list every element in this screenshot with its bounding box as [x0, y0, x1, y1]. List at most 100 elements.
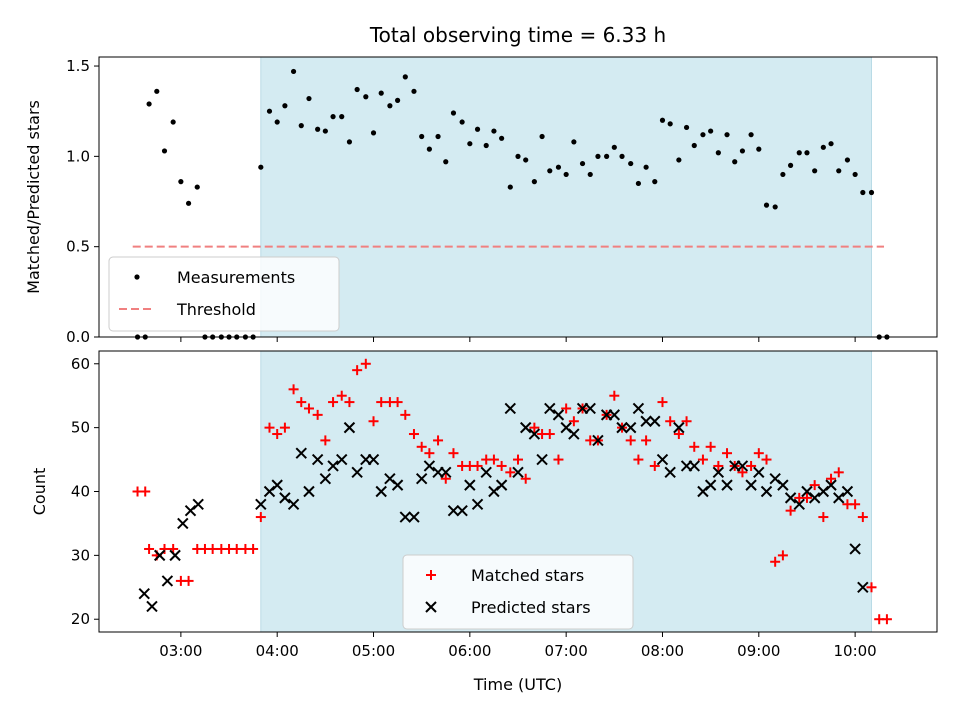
measurement-point [804, 150, 810, 156]
measurement-point [474, 126, 481, 132]
measurement-point [604, 153, 610, 159]
matched-star-point [681, 416, 692, 427]
bottom-y-ticks: 20 30 40 50 60 [71, 355, 99, 628]
predicted-star-point [327, 460, 339, 472]
predicted-star-point [673, 421, 685, 434]
predicted-star-point [640, 415, 652, 427]
matched-star-point [705, 441, 716, 452]
measurement-point [370, 130, 377, 136]
measurement-point [178, 179, 184, 185]
matched-star-point [144, 543, 155, 554]
measurement-point [282, 103, 288, 109]
predicted-star-point [271, 479, 283, 491]
predicted-star-point [311, 453, 324, 466]
predicted-star-point [464, 479, 476, 491]
measurement-point [378, 90, 384, 96]
measurement-point [787, 162, 794, 168]
matched-star-point [231, 543, 242, 554]
predicted-star-point [536, 453, 548, 466]
matched-star-point [433, 435, 444, 446]
matched-star-point [448, 448, 459, 459]
measurement-point [563, 171, 569, 178]
measurement-point [860, 189, 866, 196]
matched-star-point [288, 384, 299, 395]
predicted-star-point [664, 466, 676, 479]
legend-box [402, 554, 634, 630]
predicted-star-point [336, 453, 348, 466]
matched-star-point [352, 365, 363, 376]
matched-star-point [761, 454, 772, 465]
measurement-point [820, 144, 826, 150]
predicted-star-point [760, 485, 773, 498]
predicted-star-point [721, 479, 733, 491]
matched-star-point [408, 429, 419, 440]
measurement-point [595, 153, 601, 159]
matched-star-point [140, 486, 151, 497]
measurement-point [796, 150, 802, 156]
measurement-point [483, 142, 489, 149]
x-tick-label: 10:00 [834, 642, 877, 660]
measurement-point [426, 146, 432, 152]
bottom-y-axis-label: Count [30, 468, 49, 516]
matched-star-point [320, 435, 331, 446]
matched-star-point [529, 422, 540, 433]
bottom-panel: 20 30 40 50 60 03:00 04:00 05:00 06:00 07:00 08:0… [30, 350, 938, 694]
matched-star-point [544, 429, 555, 440]
predicted-star-point [153, 549, 166, 562]
predicted-star-point [552, 409, 565, 421]
bottom-legend: Matched stars Predicted stars [402, 554, 634, 630]
legend-label: Matched stars [471, 566, 584, 585]
matched-star-point [609, 390, 620, 401]
predicted-star-point [504, 402, 517, 415]
matched-star-point [633, 454, 644, 465]
matched-star-point [833, 467, 844, 478]
measurement-point [836, 168, 842, 174]
predicted-star-point [632, 402, 645, 415]
predicted-star-point [495, 479, 508, 491]
matched-star-point [264, 422, 275, 433]
measurement-point [515, 153, 521, 159]
matched-star-point [689, 441, 700, 452]
measurement-point [844, 157, 851, 163]
matched-star-point [328, 397, 339, 408]
legend-marker [134, 274, 140, 280]
matched-star-point [713, 460, 724, 471]
legend-label: Measurements [177, 268, 295, 287]
predicted-star-point [408, 511, 420, 523]
measurement-point [411, 88, 417, 94]
predicted-star-point [656, 453, 669, 466]
top-x-ticks [180, 337, 856, 342]
predicted-star-point [351, 466, 363, 479]
measurement-point [676, 157, 682, 163]
measurement-point [298, 123, 304, 129]
matched-star-point [424, 448, 435, 459]
measurement-point [339, 114, 345, 120]
predicted-star-point [375, 485, 387, 498]
predicted-star-point [367, 453, 380, 466]
measurement-point [306, 95, 312, 102]
measurement-point [170, 119, 176, 125]
bottom-x-ticks: 03:00 04:00 05:00 06:00 07:00 08:00 09:00 10:00 [159, 632, 877, 660]
measurement-point [346, 139, 353, 145]
predicted-star-point [255, 498, 267, 510]
matched-star-point [753, 448, 764, 459]
measurement-point [459, 119, 465, 125]
matched-star-point [303, 403, 314, 414]
matched-star-point [818, 512, 829, 523]
measurement-point [146, 101, 152, 107]
matched-star-point [400, 409, 411, 420]
matched-star-point [360, 358, 371, 369]
matched-star-point [785, 505, 796, 516]
measurement-point [683, 124, 690, 131]
measurement-point [868, 189, 875, 196]
top-shaded-interval [260, 56, 873, 338]
predicted-star-point [295, 447, 307, 459]
measurement-point [467, 141, 473, 147]
matched-star-points [132, 358, 892, 625]
predicted-star-point [519, 421, 532, 434]
measurement-point [571, 139, 577, 145]
predicted-star-point [146, 600, 158, 613]
measurement-point [450, 110, 457, 116]
matched-star-point [809, 480, 820, 491]
